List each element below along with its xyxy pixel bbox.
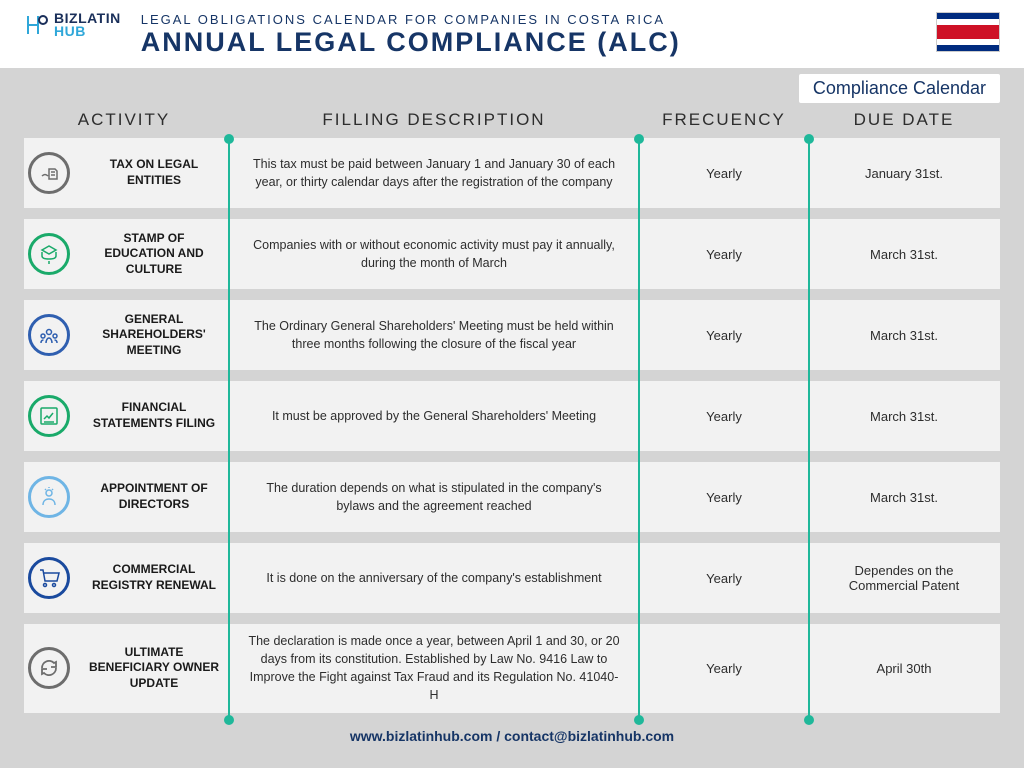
icon-cell [24,476,74,518]
description-text: The declaration is made once a year, bet… [234,632,634,705]
icon-cell [24,233,74,275]
due-date-text: March 31st. [814,247,994,262]
table-row: GENERAL SHAREHOLDERS' MEETING The Ordinar… [24,300,1000,370]
icon-cell [24,395,74,437]
frequency-text: Yearly [644,661,804,676]
th-activity: ACTIVITY [24,110,224,130]
th-due: DUE DATE [814,110,994,130]
logo-icon [24,12,50,38]
divider-dot [804,715,814,725]
costa-rica-flag [936,12,1000,52]
activity-label: APPOINTMENT OF DIRECTORS [84,481,224,512]
divider-dot [804,134,814,144]
table-header: ACTIVITY FILLING DESCRIPTION FRECUENCY D… [24,110,1000,130]
table-row: ULTIMATE BENEFICIARY OWNER UPDATEThe dec… [24,624,1000,713]
due-date-text: March 31st. [814,409,994,424]
due-date-text: Dependes on the Commercial Patent [814,563,994,593]
icon-cell [24,152,74,194]
activity-label: FINANCIAL STATEMENTS FILING [84,400,224,431]
divider-dot [634,134,644,144]
table-body: TAX ON LEGAL ENTITIES This tax must be pa… [24,138,1000,713]
description-text: The Ordinary General Shareholders' Meeti… [234,317,634,353]
due-date-text: March 31st. [814,328,994,343]
icon-cell [24,557,74,599]
main-title: ANNUAL LEGAL COMPLIANCE (ALC) [141,27,916,58]
title-block: LEGAL OBLIGATIONS CALENDAR FOR COMPANIES… [141,12,916,58]
divider-dot [224,134,234,144]
frequency-text: Yearly [644,247,804,262]
table: ACTIVITY FILLING DESCRIPTION FRECUENCY D… [0,68,1024,713]
divider-line [638,138,640,721]
icon-cell [24,647,74,689]
divider-line [228,138,230,721]
description-text: The duration depends on what is stipulat… [234,479,634,515]
logo-hub: HUB [54,26,121,38]
due-date-text: March 31st. [814,490,994,505]
activity-label: ULTIMATE BENEFICIARY OWNER UPDATE [84,645,224,692]
activity-label: COMMERCIAL REGISTRY RENEWAL [84,562,224,593]
frequency-text: Yearly [644,490,804,505]
table-row: STAMP OF EDUCATION AND CULTURE Companies … [24,219,1000,289]
tax-icon [28,152,70,194]
education-icon [28,233,70,275]
description-text: Companies with or without economic activ… [234,236,634,272]
activity-label: GENERAL SHAREHOLDERS' MEETING [84,312,224,359]
header: BIZLATIN HUB LEGAL OBLIGATIONS CALENDAR … [0,0,1024,68]
frequency-text: Yearly [644,409,804,424]
logo-text: BIZLATIN HUB [54,12,121,37]
frequency-text: Yearly [644,166,804,181]
description-text: It is done on the anniversary of the com… [234,569,634,587]
registry-icon [28,557,70,599]
table-row: APPOINTMENT OF DIRECTORS The duration dep… [24,462,1000,532]
table-row: TAX ON LEGAL ENTITIES This tax must be pa… [24,138,1000,208]
due-date-text: April 30th [814,661,994,676]
due-date-text: January 31st. [814,166,994,181]
divider-line [808,138,810,721]
refresh-icon [28,647,70,689]
icon-cell [24,314,74,356]
table-row: COMMERCIAL REGISTRY RENEWAL It is done on… [24,543,1000,613]
th-description: FILLING DESCRIPTION [234,110,634,130]
directors-icon [28,476,70,518]
description-text: This tax must be paid between January 1 … [234,155,634,191]
financial-icon [28,395,70,437]
frequency-text: Yearly [644,571,804,586]
subtitle: LEGAL OBLIGATIONS CALENDAR FOR COMPANIES… [141,12,916,27]
th-frequency: FRECUENCY [644,110,804,130]
activity-label: STAMP OF EDUCATION AND CULTURE [84,231,224,278]
description-text: It must be approved by the General Share… [234,407,634,425]
footer-link[interactable]: www.bizlatinhub.com / contact@bizlatinhu… [0,724,1024,744]
frequency-text: Yearly [644,328,804,343]
table-row: FINANCIAL STATEMENTS FILING It must be ap… [24,381,1000,451]
divider-dot [224,715,234,725]
divider-dot [634,715,644,725]
meeting-icon [28,314,70,356]
activity-label: TAX ON LEGAL ENTITIES [84,157,224,188]
logo: BIZLATIN HUB [24,12,121,38]
